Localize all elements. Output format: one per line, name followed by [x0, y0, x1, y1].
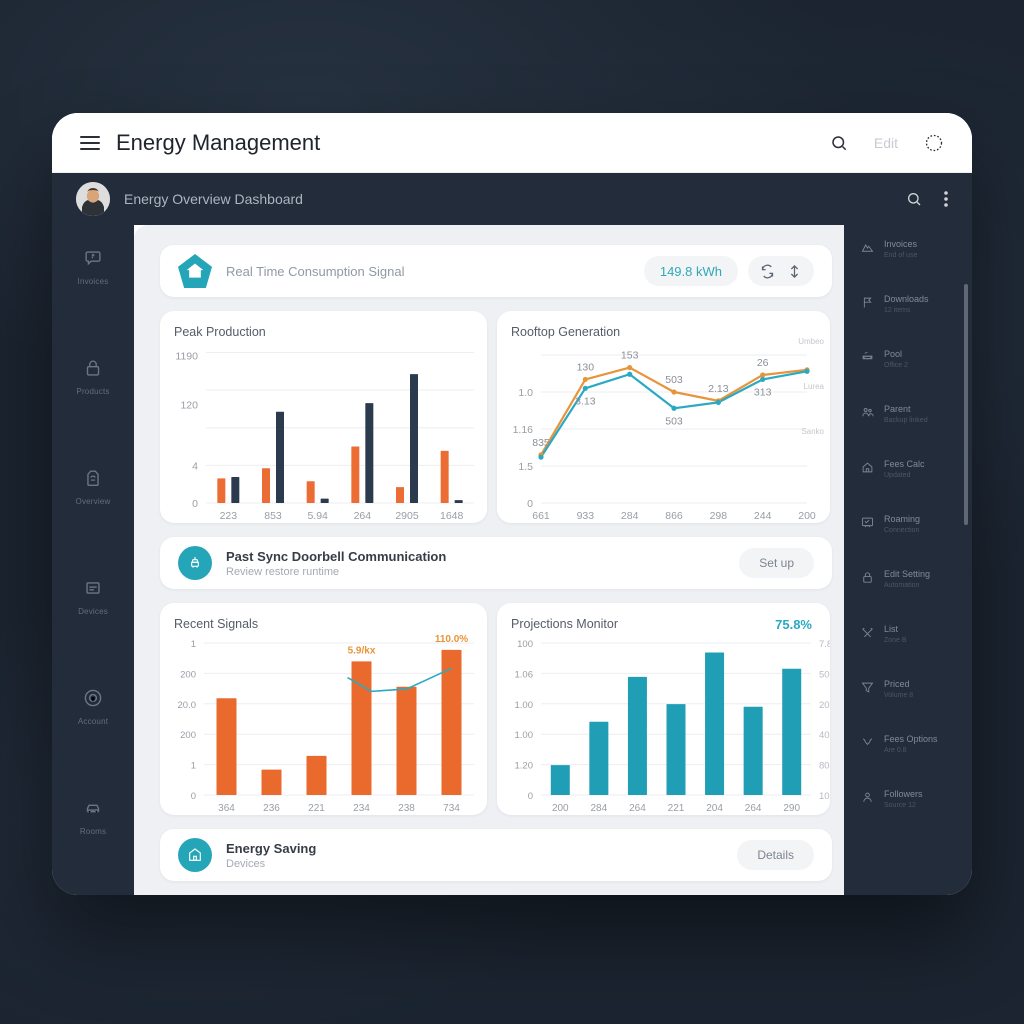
svg-text:0: 0 — [192, 498, 198, 510]
svg-text:200: 200 — [552, 803, 569, 814]
svg-text:503: 503 — [665, 415, 683, 427]
svg-text:31.04: 31.04 — [703, 814, 726, 815]
svg-text:3.13: 3.13 — [575, 395, 596, 407]
svg-text:234: 234 — [353, 803, 370, 814]
svg-text:1648: 1648 — [440, 510, 464, 522]
svg-text:0: 0 — [528, 791, 533, 802]
svg-text:933: 933 — [577, 510, 595, 522]
svg-text:503: 503 — [665, 374, 683, 386]
svg-text:100: 100 — [819, 791, 830, 802]
svg-text:204: 204 — [706, 803, 723, 814]
svg-text:200: 200 — [798, 510, 816, 522]
svg-text:236: 236 — [263, 803, 280, 814]
svg-text:200: 200 — [180, 730, 196, 741]
svg-text:110.0%: 110.0% — [435, 634, 468, 645]
svg-text:23-144: 23-144 — [739, 814, 767, 815]
svg-text:223: 223 — [220, 510, 238, 522]
svg-text:1.00: 1.00 — [515, 700, 534, 711]
svg-text:120: 120 — [180, 400, 198, 412]
svg-text:7.83: 7.83 — [819, 639, 830, 650]
svg-text:835: 835 — [532, 437, 550, 449]
svg-text:313: 313 — [754, 386, 772, 398]
svg-text:364: 364 — [218, 803, 235, 814]
svg-text:244: 244 — [754, 510, 772, 522]
svg-text:1.5: 1.5 — [518, 461, 533, 473]
svg-text:80.0: 80.0 — [819, 761, 830, 772]
svg-text:1.20: 1.20 — [515, 761, 534, 772]
svg-text:2.13: 2.13 — [708, 383, 729, 395]
svg-text:153: 153 — [621, 350, 639, 362]
svg-text:298: 298 — [710, 510, 728, 522]
svg-text:264: 264 — [629, 803, 646, 814]
svg-text:1190: 1190 — [175, 350, 198, 362]
svg-text:1.06: 1.06 — [515, 669, 534, 680]
svg-text:853: 853 — [264, 510, 282, 522]
svg-text:2905: 2905 — [395, 510, 419, 522]
svg-text:221: 221 — [668, 803, 685, 814]
svg-text:661: 661 — [532, 510, 550, 522]
svg-text:4: 4 — [192, 460, 198, 472]
svg-text:284: 284 — [621, 510, 639, 522]
svg-text:1.16: 1.16 — [513, 424, 534, 436]
svg-text:20.0: 20.0 — [819, 700, 830, 711]
svg-text:5.9/kx: 5.9/kx — [348, 645, 376, 656]
svg-text:264: 264 — [354, 510, 372, 522]
svg-text:50.0: 50.0 — [819, 669, 830, 680]
svg-text:734: 734 — [443, 803, 460, 814]
svg-text:40.0: 40.0 — [819, 730, 830, 741]
svg-text:200: 200 — [180, 669, 196, 680]
svg-text:26: 26 — [757, 357, 769, 369]
svg-text:100: 100 — [517, 639, 533, 650]
svg-text:284: 284 — [591, 803, 608, 814]
svg-text:264: 264 — [745, 803, 762, 814]
svg-text:0: 0 — [191, 791, 196, 802]
svg-text:130: 130 — [577, 361, 595, 373]
svg-text:238: 238 — [398, 803, 415, 814]
svg-text:20.0: 20.0 — [178, 700, 197, 711]
svg-text:1.0: 1.0 — [518, 387, 533, 399]
svg-text:1: 1 — [191, 639, 196, 650]
svg-text:221: 221 — [308, 803, 325, 814]
svg-text:866: 866 — [665, 510, 683, 522]
svg-text:0: 0 — [527, 498, 533, 510]
svg-text:5.94: 5.94 — [307, 510, 328, 522]
svg-text:290: 290 — [783, 803, 800, 814]
svg-text:1.00: 1.00 — [515, 730, 534, 741]
svg-text:1: 1 — [191, 761, 196, 772]
